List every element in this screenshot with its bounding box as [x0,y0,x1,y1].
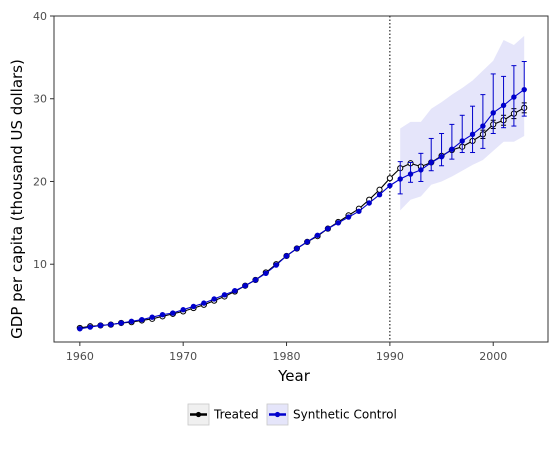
data-point-synthetic-control [128,318,135,325]
x-tick-label: 1970 [169,350,197,363]
data-point-synthetic-control [490,110,496,116]
data-point-synthetic-control [500,102,507,109]
data-point-synthetic-control [180,307,186,313]
data-point-synthetic-control [325,225,331,232]
data-point-synthetic-control [335,220,341,226]
data-point-synthetic-control [252,277,259,283]
y-tick-label: 30 [33,93,47,106]
data-point-synthetic-control [149,314,155,320]
data-point-treated [376,186,383,193]
data-point-synthetic-control [170,310,176,316]
y-tick-label: 40 [33,10,47,23]
data-point-synthetic-control [397,176,403,182]
data-point-synthetic-control [438,153,445,160]
legend-item-synthetic-control[interactable]: Synthetic Control [266,403,397,426]
data-point-synthetic-control [304,239,310,245]
data-point-synthetic-control [366,200,372,206]
data-point-synthetic-control [356,208,362,214]
legend-marker-treated [195,411,202,418]
error-bar-synthetic-control [470,105,476,154]
error-bar-synthetic-control [449,123,455,160]
x-axis-title: Year [277,367,311,385]
data-point-synthetic-control [294,245,300,252]
error-bar-synthetic-control [480,94,486,149]
plot-border [53,15,549,343]
legend-label-treated: Treated [213,408,259,422]
data-point-synthetic-control [190,303,197,310]
data-point-synthetic-control [211,296,217,302]
y-tick-label: 10 [33,258,47,271]
data-point-synthetic-control [376,192,383,198]
data-point-synthetic-control [428,159,434,166]
data-point-treated [386,175,393,182]
data-point-synthetic-control [139,316,145,323]
data-point-synthetic-control [387,182,393,189]
data-point-synthetic-control [418,167,424,173]
data-point-synthetic-control [480,123,486,129]
data-point-synthetic-control [232,288,238,294]
series-synthetic-control [77,61,527,332]
data-point-synthetic-control [273,262,279,268]
data-point-synthetic-control [221,292,228,298]
error-bar-synthetic-control [439,132,445,167]
data-point-synthetic-control [201,300,207,306]
x-tick-label: 1990 [376,350,404,363]
data-point-synthetic-control [345,214,352,220]
data-point-synthetic-control [521,86,527,93]
data-point-synthetic-control [242,283,248,289]
error-bar-synthetic-control [501,75,507,129]
x-axis: 1960 1970 1980 1990 2000 [66,342,507,363]
data-point-synthetic-control [511,94,517,100]
legend-marker-synthetic-control [274,411,281,418]
data-point-synthetic-control [108,321,114,328]
data-point-synthetic-control [314,232,321,238]
data-point-synthetic-control [459,138,465,144]
legend-label-synthetic-control: Synthetic Control [293,408,397,422]
data-point-synthetic-control [77,326,83,332]
data-point-synthetic-control [407,171,414,177]
x-tick-label: 2000 [479,350,507,363]
legend-item-treated[interactable]: Treated [187,403,259,426]
data-point-synthetic-control [159,311,166,318]
error-bar-synthetic-control [490,73,496,134]
plot-area [76,16,528,342]
data-point-synthetic-control [449,146,455,152]
error-bar-synthetic-control [459,114,465,154]
data-point-synthetic-control [97,322,104,329]
data-point-synthetic-control [469,131,476,138]
data-point-synthetic-control [263,270,269,277]
data-point-synthetic-control [283,253,290,259]
error-bar-synthetic-control [428,137,434,172]
y-tick-label: 20 [33,175,47,188]
legend: Treated Synthetic Control [187,403,397,426]
data-point-synthetic-control [118,320,124,326]
y-axis: 10 20 30 40 [33,10,54,271]
x-tick-label: 1980 [273,350,301,363]
y-axis-title: GDP per capita (thousand US dollars) [8,59,26,339]
data-point-synthetic-control [87,324,93,330]
x-tick-label: 1960 [66,350,94,363]
